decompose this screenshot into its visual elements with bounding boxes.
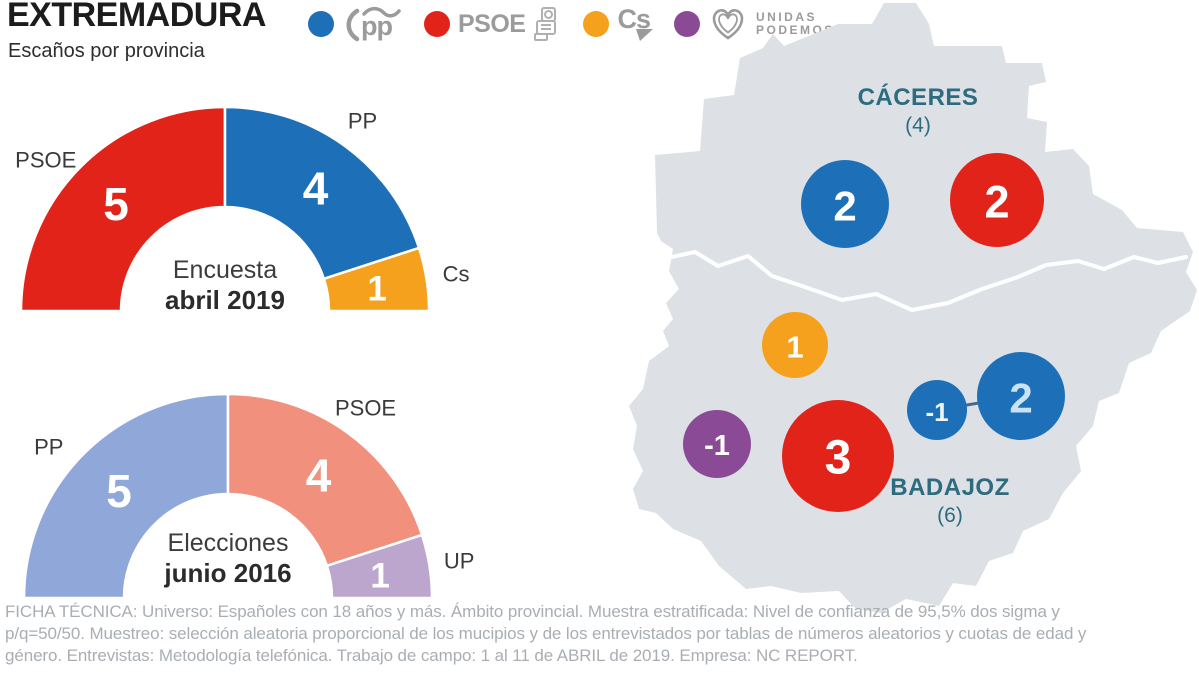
caceres-label: CÁCERES (858, 83, 979, 111)
cs-logo-text: Cs (617, 3, 651, 34)
seat-bubble-cáceres-pp (801, 160, 889, 248)
seat-bubble-value: 2 (833, 183, 856, 230)
caceres-seats: (4) (905, 114, 931, 137)
legend-item-pp: pp (308, 6, 404, 42)
page-subtitle: Escaños por provincia (8, 40, 205, 62)
segment-value-cs: 1 (367, 269, 386, 308)
seat-bubble-cáceres-psoe (950, 153, 1044, 247)
segment-label-pp: PP (34, 435, 63, 460)
badajoz-seats: (6) (937, 504, 963, 527)
seat-bubble-badajoz-pp (907, 380, 967, 440)
psoe-logo-text: PSOE (458, 9, 526, 38)
segment-value-up: 1 (370, 556, 389, 595)
segment-value-psoe: 5 (103, 178, 129, 230)
legend-item-unidas-podemos: UNIDAS PODEMOS (674, 6, 835, 42)
badajoz-label: BADAJOZ (890, 474, 1010, 501)
segment-label-up: UP (444, 548, 475, 573)
donut-segment-cs (322, 246, 431, 313)
segment-label-cs: Cs (443, 261, 470, 286)
seat-bubble-value: -1 (925, 397, 948, 427)
psoe-fist-rose-icon (534, 7, 557, 41)
chart-elecciones-2016: 5 PP 4 PSOE 1 UP Elecciones junio 2016 (22, 392, 475, 600)
province-border-line (665, 250, 1188, 312)
segment-value-pp: 4 (303, 162, 329, 214)
ficha-tecnica: FICHA TÉCNICA: Universo: Españoles con 1… (5, 601, 1197, 667)
pp-logo-icon: pp (346, 6, 401, 42)
seat-bubble-value: -1 (704, 430, 730, 462)
page-title: EXTREMADURA (7, 0, 266, 34)
seat-bubble-badajoz-cs (762, 312, 828, 378)
chart1-center-title: Encuesta (173, 256, 277, 284)
seat-bubble-badajoz-psoe (782, 400, 894, 512)
unidas-podemos-heart-icon (712, 8, 744, 40)
segment-label-pp: PP (348, 109, 377, 134)
seat-bubble-value: 2 (1009, 375, 1032, 422)
donut-segment-psoe (19, 105, 227, 313)
legend-item-psoe: PSOE (424, 6, 563, 42)
chart2-center-title: Elecciones (168, 529, 289, 557)
cs-triangle-icon (636, 28, 653, 41)
legend-item-cs: Cs (583, 3, 654, 42)
unidas-podemos-logo-text: UNIDAS PODEMOS (756, 10, 835, 37)
seat-bubble-value: 2 (984, 177, 1009, 228)
segment-label-psoe: PSOE (335, 396, 396, 421)
chart-encuesta-2019: 5 PSOE 4 PP 1 Cs Encuesta abril 2019 (15, 105, 470, 315)
cs-logo: Cs (617, 3, 654, 42)
party-legend: pp PSOE Cs (308, 3, 835, 42)
chart2-center-date: junio 2016 (163, 558, 291, 588)
ficha-line-3: género. Entrevistas: Metodología telefón… (5, 646, 858, 665)
extremadura-map: 2 2 1 -1 3 -1 2 CÁCERES (4) BADAJOZ (6) (629, 3, 1197, 613)
donut-segment-up (325, 533, 434, 600)
donut-segment-pp (22, 392, 230, 600)
segment-value-psoe: 4 (306, 449, 332, 501)
chart1-center-date: abril 2019 (165, 285, 285, 315)
seat-bubble-value: 1 (786, 330, 803, 365)
up-color-dot (674, 11, 700, 37)
pp-color-dot (308, 11, 334, 37)
seat-bubble-value: 3 (825, 432, 852, 485)
ficha-line-1: FICHA TÉCNICA: Universo: Españoles con 1… (5, 602, 1060, 621)
seat-bubble-badajoz-pp (977, 352, 1065, 440)
seat-bubble-badajoz-up (683, 410, 751, 478)
cs-color-dot (583, 11, 610, 37)
donut-segment-pp (223, 105, 421, 281)
segment-label-psoe: PSOE (15, 148, 76, 173)
psoe-color-dot (424, 11, 450, 37)
ficha-line-2: p/q=50/50. Muestreo: selección aleatoria… (5, 624, 1087, 643)
segment-value-pp: 5 (106, 465, 132, 517)
donut-segment-psoe (226, 392, 424, 568)
